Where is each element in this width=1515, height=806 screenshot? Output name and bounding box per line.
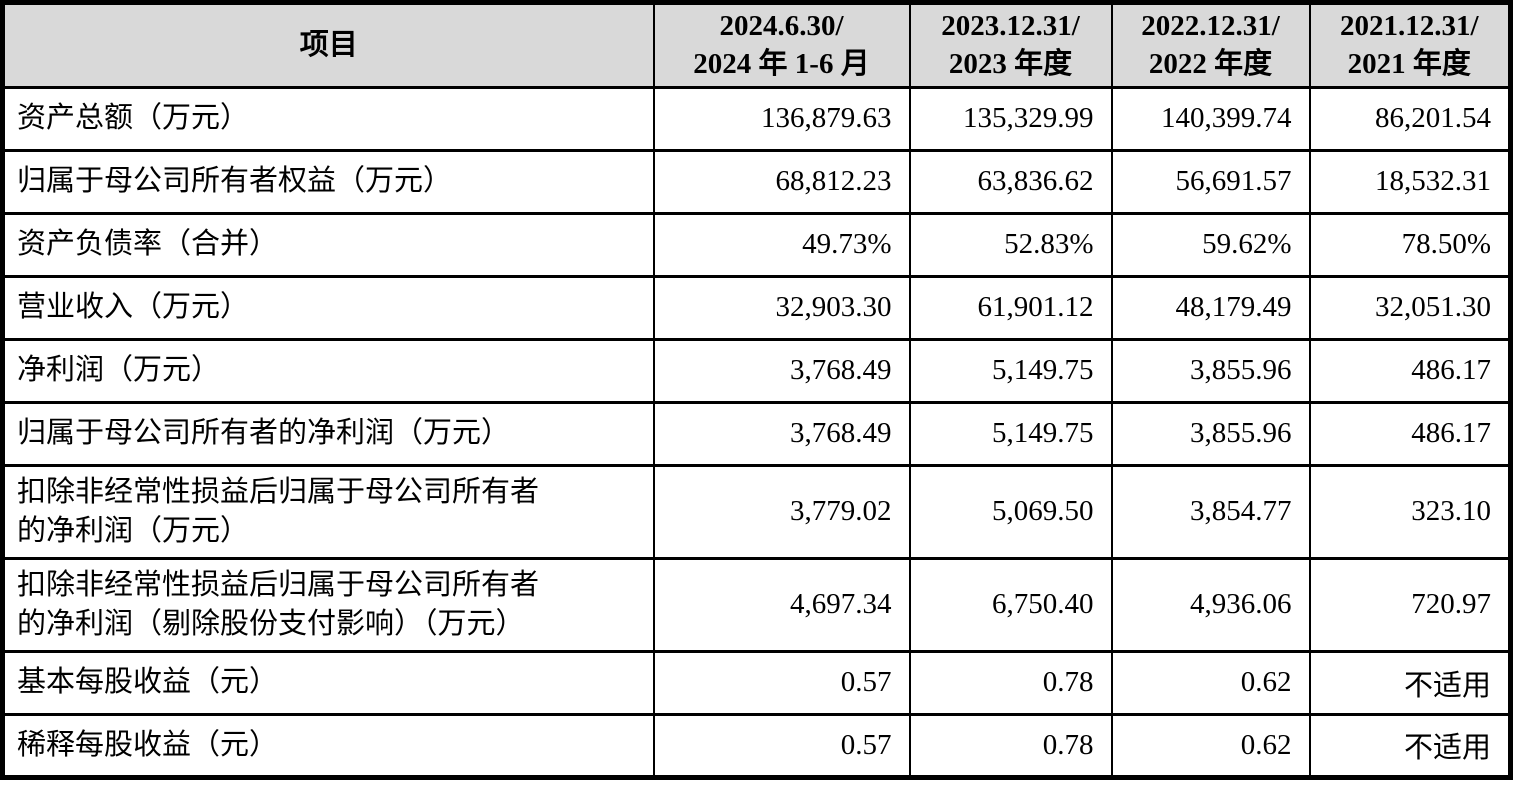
- financial-summary-table: 项目 2024.6.30/ 2024 年 1-6 月 2023.12.31/ 2…: [0, 0, 1513, 780]
- table-row: 基本每股收益（元） 0.57 0.78 0.62 不适用: [1, 649, 1512, 716]
- value-cell: 不适用: [1308, 649, 1512, 716]
- value-cell: 3,855.96: [1110, 337, 1311, 404]
- value-cell: 4,697.34: [652, 556, 911, 653]
- value-cell: 135,329.99: [908, 85, 1113, 152]
- table-row: 归属于母公司所有者的净利润（万元） 3,768.49 5,149.75 3,85…: [1, 400, 1512, 467]
- header-cell-period-2022: 2022.12.31/ 2022 年度: [1110, 1, 1311, 89]
- table-row: 营业收入（万元） 32,903.30 61,901.12 48,179.49 3…: [1, 274, 1512, 341]
- value-cell: 0.78: [908, 712, 1113, 779]
- value-cell: 68,812.23: [652, 148, 911, 215]
- value-cell: 0.57: [652, 712, 911, 779]
- value-cell: 18,532.31: [1308, 148, 1512, 215]
- header-cell-period-2024: 2024.6.30/ 2024 年 1-6 月: [652, 1, 911, 89]
- table-header: 项目 2024.6.30/ 2024 年 1-6 月 2023.12.31/ 2…: [1, 1, 1512, 89]
- value-cell: 140,399.74: [1110, 85, 1311, 152]
- value-cell: 48,179.49: [1110, 274, 1311, 341]
- table-row: 资产总额（万元） 136,879.63 135,329.99 140,399.7…: [1, 85, 1512, 152]
- value-cell: 78.50%: [1308, 211, 1512, 278]
- value-cell: 0.62: [1110, 649, 1311, 716]
- header-cell-period-2023: 2023.12.31/ 2023 年度: [908, 1, 1113, 89]
- table-row: 归属于母公司所有者权益（万元） 68,812.23 63,836.62 56,6…: [1, 148, 1512, 215]
- table-row: 扣除非经常性损益后归属于母公司所有者 的净利润（万元） 3,779.02 5,0…: [1, 463, 1512, 560]
- table-row: 净利润（万元） 3,768.49 5,149.75 3,855.96 486.1…: [1, 337, 1512, 404]
- header-period-line1: 2024.6.30/: [719, 10, 844, 42]
- value-cell: 0.62: [1110, 712, 1311, 779]
- value-cell: 3,855.96: [1110, 400, 1311, 467]
- value-cell: 59.62%: [1110, 211, 1311, 278]
- value-cell: 6,750.40: [908, 556, 1113, 653]
- value-cell: 4,936.06: [1110, 556, 1311, 653]
- item-cell: 扣除非经常性损益后归属于母公司所有者 的净利润（剔除股份支付影响）（万元）: [1, 556, 655, 653]
- header-period-line1: 2023.12.31/: [941, 10, 1080, 42]
- item-cell: 营业收入（万元）: [1, 274, 655, 341]
- value-cell: 5,069.50: [908, 463, 1113, 560]
- value-cell: 49.73%: [652, 211, 911, 278]
- value-cell: 486.17: [1308, 337, 1512, 404]
- value-cell: 56,691.57: [1110, 148, 1311, 215]
- value-cell: 63,836.62: [908, 148, 1113, 215]
- item-cell: 扣除非经常性损益后归属于母公司所有者 的净利润（万元）: [1, 463, 655, 560]
- header-period-line1: 2022.12.31/: [1141, 10, 1280, 42]
- item-cell: 基本每股收益（元）: [1, 649, 655, 716]
- value-cell: 3,768.49: [652, 337, 911, 404]
- item-cell: 归属于母公司所有者的净利润（万元）: [1, 400, 655, 467]
- value-cell: 61,901.12: [908, 274, 1113, 341]
- header-cell-period-2021: 2021.12.31/ 2021 年度: [1308, 1, 1512, 89]
- value-cell: 136,879.63: [652, 85, 911, 152]
- item-cell: 资产总额（万元）: [1, 85, 655, 152]
- value-cell: 720.97: [1308, 556, 1512, 653]
- value-cell: 3,854.77: [1110, 463, 1311, 560]
- table-row: 稀释每股收益（元） 0.57 0.78 0.62 不适用: [1, 712, 1512, 779]
- header-period-line2: 2022 年度: [1148, 48, 1273, 81]
- item-cell: 净利润（万元）: [1, 337, 655, 404]
- value-cell: 32,051.30: [1308, 274, 1512, 341]
- value-cell: 5,149.75: [908, 400, 1113, 467]
- value-cell: 323.10: [1308, 463, 1512, 560]
- table-row: 扣除非经常性损益后归属于母公司所有者 的净利润（剔除股份支付影响）（万元） 4,…: [1, 556, 1512, 653]
- table-body: 资产总额（万元） 136,879.63 135,329.99 140,399.7…: [1, 85, 1512, 779]
- header-period-line2: 2021 年度: [1347, 48, 1471, 81]
- value-cell: 32,903.30: [652, 274, 911, 341]
- item-cell: 归属于母公司所有者权益（万元）: [1, 148, 655, 215]
- header-period-line2: 2023 年度: [948, 48, 1073, 81]
- header-item-label: 项目: [299, 29, 358, 62]
- header-period-line1: 2021.12.31/: [1339, 10, 1479, 42]
- header-cell-item: 项目: [1, 1, 655, 89]
- value-cell: 3,768.49: [652, 400, 911, 467]
- header-row: 项目 2024.6.30/ 2024 年 1-6 月 2023.12.31/ 2…: [1, 1, 1512, 89]
- value-cell: 不适用: [1308, 712, 1512, 779]
- table-row: 资产负债率（合并） 49.73% 52.83% 59.62% 78.50%: [1, 211, 1512, 278]
- header-period-line2: 2024 年 1-6 月: [693, 48, 870, 81]
- item-cell: 稀释每股收益（元）: [1, 712, 655, 779]
- item-cell: 资产负债率（合并）: [1, 211, 655, 278]
- value-cell: 486.17: [1308, 400, 1512, 467]
- value-cell: 0.78: [908, 649, 1113, 716]
- value-cell: 86,201.54: [1308, 85, 1512, 152]
- value-cell: 52.83%: [908, 211, 1113, 278]
- value-cell: 3,779.02: [652, 463, 911, 560]
- value-cell: 5,149.75: [908, 337, 1113, 404]
- value-cell: 0.57: [652, 649, 911, 716]
